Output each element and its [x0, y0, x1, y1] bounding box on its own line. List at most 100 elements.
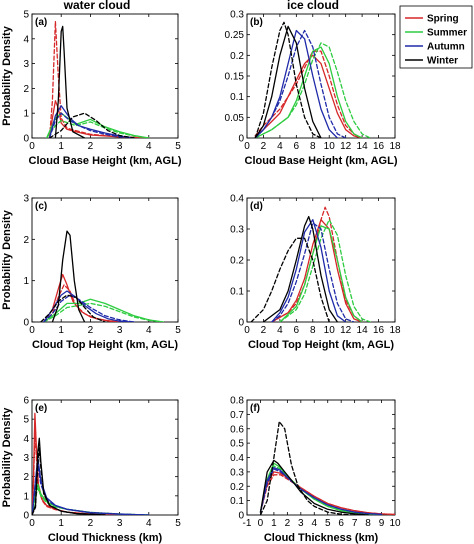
- series-line-winter-dashed: [259, 420, 356, 515]
- x-tick-label: 18: [389, 325, 401, 336]
- x-tick-label: 16: [373, 325, 385, 336]
- x-tick-label: 12: [340, 141, 352, 152]
- x-tick-label: 0: [29, 325, 35, 336]
- series-line-winter-dashed: [254, 21, 322, 138]
- x-tick-label: 16: [373, 141, 385, 152]
- series-line-winter-dashed: [250, 237, 330, 322]
- y-tick-label: 0: [23, 511, 29, 522]
- series-line-spring-dashed: [48, 20, 150, 138]
- axes-frame-f: [246, 399, 396, 516]
- y-tick-label: 0.4: [230, 194, 244, 205]
- x-tick-label: 8: [310, 325, 316, 336]
- panel-label-e: (e): [35, 403, 47, 414]
- x-axis-label-b: Cloud Base Height (km, AGL): [245, 155, 398, 167]
- series-line-autumn-dashed: [254, 29, 347, 138]
- x-tick-label: 8: [310, 141, 316, 152]
- x-tick-label: 3: [298, 518, 304, 529]
- y-tick-label: 0.1: [230, 92, 244, 103]
- series-line-winter-solid: [54, 25, 86, 138]
- y-tick-label: 0: [23, 318, 29, 329]
- y-axis-label-c: Probability Density: [1, 209, 13, 310]
- y-tick-label: 3: [23, 453, 29, 464]
- series-line-autumn-dashed: [271, 222, 355, 322]
- x-tick-label: 0: [258, 518, 264, 529]
- x-tick-label: 12: [340, 325, 352, 336]
- x-tick-label: 0: [29, 141, 35, 152]
- y-tick-label: 0.5: [230, 439, 244, 450]
- y-tick-label: 0.2: [230, 51, 244, 62]
- x-tick-label: 2: [285, 518, 291, 529]
- axes-frame-e: [31, 399, 179, 516]
- x-axis-label-a: Cloud Base Height (km, AGL): [29, 155, 182, 167]
- series-group-f: [259, 420, 395, 515]
- x-axis-label-d: Cloud Top Height (km, AGL): [248, 339, 394, 351]
- series-line-spring-solid: [259, 471, 395, 515]
- y-tick-label: 0.05: [225, 113, 245, 124]
- x-tick-label: 10: [324, 325, 336, 336]
- axes-frame-a: [31, 13, 179, 139]
- series-line-autumn-solid: [271, 219, 347, 322]
- x-tick-label: 5: [325, 518, 331, 529]
- panel-c: 0 1 2 3 4 5 0 1 2 3 (c) Cloud Top Height (km, AGL) P…: [1, 194, 181, 352]
- y-tick-label: 2: [23, 472, 29, 483]
- column-title-ice-cloud: ice cloud: [287, 0, 339, 12]
- series-group-d: [250, 206, 371, 322]
- panel-label-c: (c): [35, 201, 47, 212]
- x-tick-label: 0: [29, 518, 35, 529]
- series-line-spring-dashed: [259, 474, 395, 515]
- x-tick-label: -1: [243, 518, 252, 529]
- y-tick-label: 0.3: [230, 467, 244, 478]
- series-group-b: [254, 21, 371, 138]
- series-line-spring-solid: [48, 100, 150, 138]
- panel-b: 0 2 4 6 8 10 12 14 16 1800.050.10.150.20.250.3(b)…: [225, 10, 401, 168]
- series-line-summer-dashed: [45, 119, 150, 138]
- x-tick-label: 1: [271, 518, 277, 529]
- x-axis-label-c: Cloud Top Height (km, AGL): [32, 339, 178, 351]
- x-tick-label: 2: [88, 141, 94, 152]
- y-tick-label: 1: [23, 491, 29, 502]
- x-tick-label: 3: [117, 325, 123, 336]
- x-tick-label: 6: [294, 325, 300, 336]
- x-tick-label: 10: [324, 141, 336, 152]
- y-tick-label: 4: [23, 34, 29, 45]
- x-tick-label: 2: [88, 325, 94, 336]
- panel-label-d: (d): [250, 201, 263, 212]
- x-tick-label: 2: [88, 518, 94, 529]
- x-tick-label: 7: [352, 518, 358, 529]
- x-axis-label-e: Cloud Thickness (km): [48, 532, 163, 544]
- y-axis-label-a: Probability Density: [1, 25, 13, 126]
- series-line-summer-dashed: [43, 302, 165, 322]
- x-tick-label: 18: [389, 141, 401, 152]
- y-tick-label: 0.25: [225, 30, 245, 41]
- series-line-winter-dashed: [48, 112, 135, 138]
- legend-box: [399, 5, 473, 69]
- legend-label-spring: Spring: [427, 14, 459, 25]
- x-tick-label: 1: [58, 325, 64, 336]
- y-tick-label: 4: [23, 434, 29, 445]
- x-tick-label: 6: [294, 141, 300, 152]
- y-tick-label: 1: [23, 109, 29, 120]
- series-group-a: [45, 20, 150, 138]
- x-tick-label: 10: [389, 518, 401, 529]
- panel-label-a: (a): [35, 17, 47, 28]
- x-tick-label: 6: [338, 518, 344, 529]
- series-line-winter-dashed: [32, 447, 106, 515]
- series-line-summer-solid: [43, 298, 165, 322]
- series-line-summer-dashed: [279, 219, 371, 322]
- x-tick-label: 5: [175, 141, 181, 152]
- x-axis-label-f: Cloud Thickness (km): [264, 532, 379, 544]
- x-tick-label: 5: [175, 325, 181, 336]
- series-line-winter-solid: [262, 215, 339, 322]
- series-line-autumn-solid: [259, 466, 383, 515]
- y-tick-label: 2: [23, 235, 29, 246]
- y-tick-label: 0.15: [225, 72, 245, 83]
- x-tick-label: 0: [244, 141, 250, 152]
- series-line-summer-dashed: [254, 42, 371, 138]
- y-tick-label: 0.1: [230, 287, 244, 298]
- x-tick-label: 14: [357, 325, 369, 336]
- y-tick-label: 0.8: [230, 396, 244, 407]
- panel-label-b: (b): [250, 17, 263, 28]
